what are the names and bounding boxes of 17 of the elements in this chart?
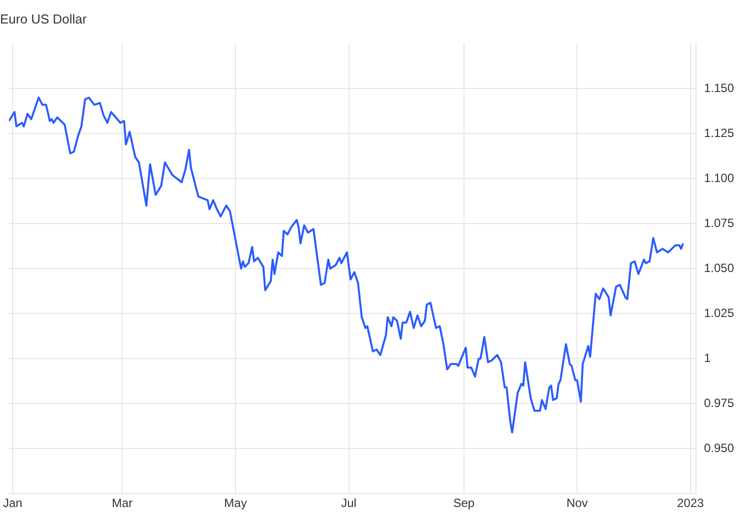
y-tick-label: 1.150: [704, 80, 734, 95]
y-tick-label: 1.125: [704, 126, 734, 140]
x-tick-label: Jul: [341, 496, 356, 510]
chart-title: Euro US Dollar: [0, 11, 88, 26]
x-tick-label: Nov: [566, 496, 588, 510]
x-tick-label: 2023: [677, 496, 704, 510]
y-tick-label: 0.950: [704, 440, 734, 455]
x-tick-label: Sep: [453, 496, 475, 510]
y-tick-label: 1.075: [704, 216, 734, 230]
y-tick-label: 1: [704, 350, 711, 365]
x-tick-label: Jan: [2, 496, 22, 510]
x-tick-label: May: [224, 496, 247, 510]
y-tick-label: 1.100: [704, 170, 734, 185]
y-tick-label: 1.025: [704, 306, 734, 320]
y-tick-label: 1.050: [704, 260, 734, 275]
x-tick-label: Mar: [112, 496, 133, 510]
y-tick-label: 0.975: [704, 396, 734, 410]
